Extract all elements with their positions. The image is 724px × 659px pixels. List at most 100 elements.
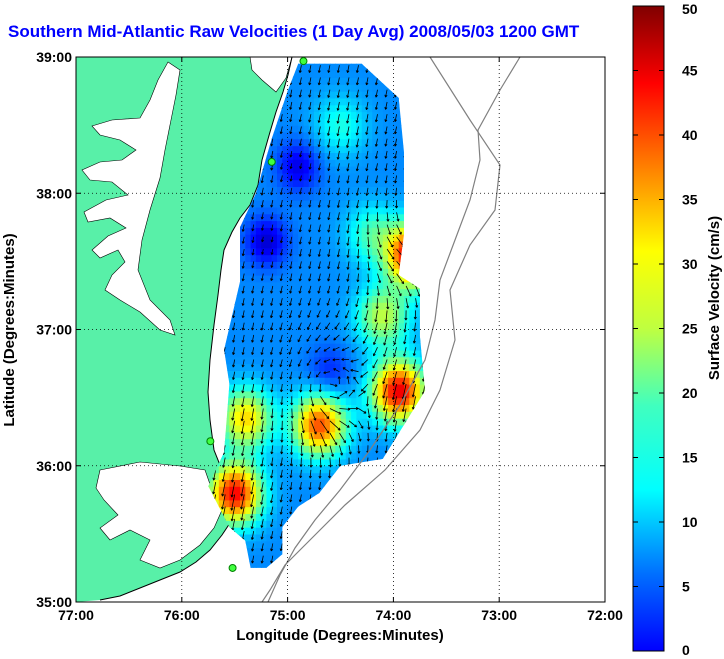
velocity-cell (351, 404, 357, 412)
velocity-cell (372, 424, 379, 433)
velocity-cell (377, 343, 384, 351)
velocity-cell (314, 411, 320, 419)
velocity-cell (335, 322, 342, 331)
velocity-cell (319, 275, 326, 283)
velocity-arrow (260, 408, 264, 420)
velocity-cell (319, 452, 326, 460)
velocity-arrow (345, 310, 350, 319)
velocity-arrow (241, 383, 245, 394)
velocity-cell (218, 486, 225, 494)
velocity-cell (329, 63, 336, 65)
velocity-cell (366, 418, 373, 426)
velocity-arrow (327, 249, 331, 258)
velocity-cell (319, 254, 326, 262)
velocity-cell (292, 465, 299, 474)
velocity-arrow (346, 376, 350, 385)
velocity-cell (287, 424, 294, 433)
velocity-cell (329, 63, 336, 72)
velocity-arrow (327, 65, 331, 73)
velocity-arrow (355, 285, 360, 295)
velocity-cell (329, 138, 336, 147)
velocity-arrow (308, 187, 312, 195)
velocity-arrow (320, 408, 330, 420)
velocity-cell (282, 370, 289, 378)
velocity-cell (245, 424, 252, 433)
velocity-cell (277, 506, 283, 514)
velocity-cell (409, 390, 416, 399)
velocity-cell (319, 397, 326, 405)
velocity-cell (303, 370, 310, 378)
velocity-arrow (317, 236, 321, 245)
chart-title: Southern Mid-Atlantic Raw Velocities (1 … (8, 22, 580, 41)
velocity-arrow (298, 138, 302, 147)
velocity-cell (372, 234, 379, 242)
velocity-cell (372, 377, 379, 385)
velocity-arrow (251, 212, 255, 220)
velocity-arrow (289, 212, 293, 220)
velocity-cell (308, 77, 315, 85)
velocity-cell (277, 431, 283, 440)
velocity-cell (255, 452, 262, 460)
velocity-cell (351, 452, 357, 460)
velocity-cell (356, 63, 363, 65)
velocity-arrow (323, 371, 330, 375)
velocity-cell (229, 343, 236, 351)
velocity-cell (292, 261, 299, 269)
velocity-cell (409, 397, 416, 405)
velocity-arrow (317, 249, 321, 257)
velocity-arrow (346, 236, 350, 246)
velocity-cell (329, 302, 336, 310)
velocity-cell (340, 370, 347, 378)
velocity-arrow (346, 175, 350, 184)
velocity-cell (414, 309, 421, 317)
velocity-cell (393, 179, 400, 187)
velocity-cell (335, 315, 342, 324)
velocity-cell (245, 220, 252, 228)
velocity-cell (292, 200, 299, 208)
velocity-cell (261, 561, 267, 568)
velocity-cell (319, 77, 326, 85)
velocity-arrow (280, 420, 284, 431)
velocity-cell (361, 302, 368, 310)
velocity-cell (240, 295, 246, 303)
velocity-cell (271, 458, 278, 467)
velocity-cell (298, 418, 305, 426)
velocity-arrow (373, 322, 378, 334)
velocity-cell (340, 247, 347, 256)
velocity-cell (382, 261, 389, 269)
velocity-arrow (402, 408, 407, 423)
velocity-cell (261, 186, 267, 194)
velocity-cell (250, 561, 257, 568)
velocity-cell (298, 145, 305, 153)
velocity-cell (351, 186, 357, 194)
velocity-cell (282, 343, 289, 351)
velocity-cell (345, 329, 352, 337)
velocity-arrow (250, 518, 255, 530)
velocity-cell (298, 261, 305, 269)
velocity-cell (282, 97, 289, 106)
velocity-cell (250, 240, 257, 249)
velocity-arrow (393, 126, 398, 135)
velocity-cell (345, 91, 352, 99)
velocity-cell (266, 172, 273, 181)
velocity-cell (213, 479, 220, 487)
velocity-cell (420, 50, 426, 57)
velocity-cell (388, 281, 394, 290)
velocity-cell (366, 438, 373, 446)
velocity-cell (366, 343, 373, 351)
velocity-cell (329, 356, 336, 365)
velocity-cell (361, 329, 368, 337)
velocity-cell (366, 411, 373, 419)
velocity-cell (372, 356, 379, 365)
velocity-arrow (377, 261, 382, 272)
velocity-arrow (298, 89, 302, 98)
velocity-cell (356, 91, 363, 99)
velocity-cell (398, 166, 405, 174)
velocity-cell (292, 302, 299, 310)
velocity-arrow (270, 506, 274, 516)
velocity-cell (308, 179, 315, 187)
velocity-cell (292, 152, 299, 160)
velocity-cell (361, 424, 368, 433)
velocity-cell (366, 193, 373, 201)
velocity-cell (314, 159, 320, 167)
